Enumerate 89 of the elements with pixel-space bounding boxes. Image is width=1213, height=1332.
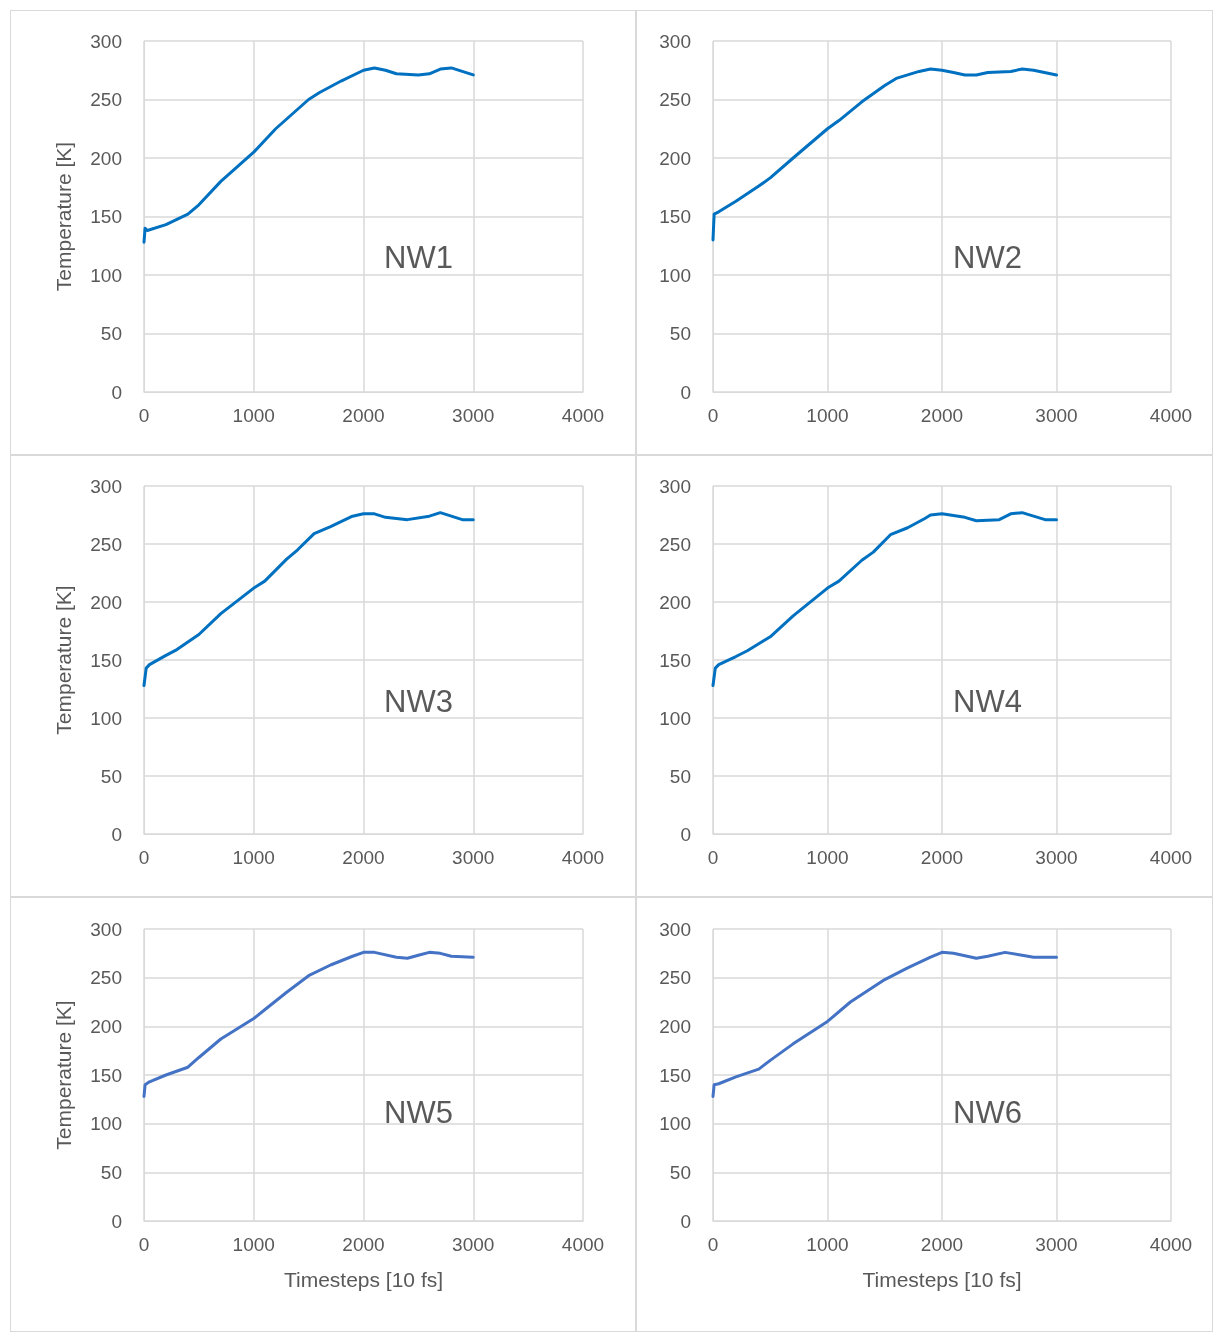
y-tick-label: 0 [680, 823, 691, 845]
x-tick-label: 1000 [232, 405, 275, 426]
x-tick-label: 2000 [342, 1234, 385, 1255]
y-tick-label: 300 [90, 918, 122, 940]
y-tick-label: 250 [90, 533, 122, 555]
line-series [142, 66, 475, 244]
x-tick-label: 4000 [1149, 405, 1193, 426]
annotation: NW6 [953, 1094, 1022, 1130]
y-tick-label: 150 [659, 649, 691, 671]
y-tick-label: 150 [90, 206, 122, 227]
y-tick-label: 100 [659, 707, 691, 729]
x-tick-label: 1000 [806, 405, 849, 426]
y-tick-label: 200 [90, 591, 122, 613]
y-tick-label: 150 [659, 1064, 691, 1086]
x-tick-label: 4000 [1149, 847, 1193, 868]
y-tick-label: 0 [680, 1210, 691, 1232]
x-tick-label: 3000 [452, 1234, 495, 1255]
x-tick-label: 0 [138, 405, 150, 426]
x-tick-label: 3000 [1035, 847, 1078, 868]
y-tick-label: 100 [90, 707, 122, 729]
y-tick-label: 50 [669, 323, 691, 344]
y-tick-label: 200 [90, 1015, 122, 1037]
x-tick-label: 3000 [1035, 405, 1078, 426]
annotation: NW2 [953, 240, 1022, 276]
x-tick-label: 2000 [920, 405, 964, 426]
y-tick-label: 150 [90, 649, 122, 671]
y-tick-label: 100 [659, 264, 691, 286]
y-tick-label: 0 [111, 381, 122, 403]
annotation: NW3 [384, 683, 453, 719]
y-tick-label: 250 [659, 533, 691, 555]
x-tick-label: 4000 [561, 1234, 605, 1255]
y-tick-label: 300 [659, 918, 691, 940]
x-tick-label: 1000 [232, 847, 275, 868]
y-tick-label: 150 [90, 1064, 122, 1086]
y-tick-label: 150 [659, 206, 691, 227]
y-tick-label: 300 [659, 30, 691, 52]
annotation: NW5 [384, 1094, 453, 1130]
x-tick-label: 3000 [452, 847, 495, 868]
x-tick-label: 0 [707, 1234, 719, 1255]
y-tick-label: 300 [90, 475, 122, 497]
x-tick-label: 1000 [232, 1234, 275, 1255]
x-tick-label: 0 [707, 847, 719, 868]
x-axis-title: Timesteps [10 fs] [862, 1268, 1022, 1291]
y-tick-label: 300 [90, 30, 122, 52]
line-series [711, 511, 1058, 688]
y-tick-label: 200 [659, 591, 691, 613]
x-tick-label: 4000 [561, 405, 605, 426]
y-tick-label: 0 [680, 381, 691, 403]
y-tick-label: 0 [111, 823, 122, 845]
y-tick-label: 250 [659, 967, 691, 989]
x-axis-title: Timesteps [10 fs] [283, 1268, 444, 1291]
x-tick-label: 3000 [452, 405, 495, 426]
annotation: NW1 [384, 240, 453, 276]
y-axis-title: Temperature [K] [52, 1000, 75, 1150]
x-tick-label: 0 [138, 1234, 150, 1255]
line-series [142, 511, 475, 688]
x-tick-label: 2000 [342, 847, 385, 868]
y-axis-title: Temperature [K] [52, 585, 75, 735]
x-tick-label: 3000 [1035, 1234, 1078, 1255]
x-tick-label: 0 [138, 847, 150, 868]
y-tick-label: 50 [669, 765, 691, 787]
y-tick-label: 100 [90, 1113, 122, 1135]
y-tick-label: 200 [659, 1015, 691, 1037]
y-tick-label: 250 [90, 89, 122, 110]
x-tick-label: 2000 [920, 847, 964, 868]
x-tick-label: 4000 [561, 847, 605, 868]
y-tick-label: 100 [659, 1113, 691, 1135]
y-tick-label: 50 [100, 323, 122, 344]
y-tick-label: 250 [659, 89, 691, 110]
y-tick-label: 0 [111, 1210, 122, 1232]
y-tick-label: 50 [669, 1161, 691, 1183]
x-tick-label: 1000 [806, 847, 849, 868]
line-series [711, 67, 1058, 242]
x-tick-label: 1000 [806, 1234, 849, 1255]
y-tick-label: 300 [659, 475, 691, 497]
y-tick-label: 50 [100, 1161, 122, 1183]
x-tick-label: 4000 [1149, 1234, 1193, 1255]
y-tick-label: 50 [100, 765, 122, 787]
y-tick-label: 200 [90, 147, 122, 169]
y-tick-label: 250 [90, 967, 122, 989]
x-tick-label: 0 [707, 405, 719, 426]
x-tick-label: 2000 [920, 1234, 964, 1255]
y-tick-label: 100 [90, 264, 122, 286]
y-axis-title: Temperature [K] [52, 141, 75, 292]
x-tick-label: 2000 [342, 405, 385, 426]
y-tick-label: 200 [659, 147, 691, 169]
line-series [711, 950, 1058, 1098]
annotation: NW4 [953, 683, 1022, 719]
line-series [142, 950, 475, 1098]
